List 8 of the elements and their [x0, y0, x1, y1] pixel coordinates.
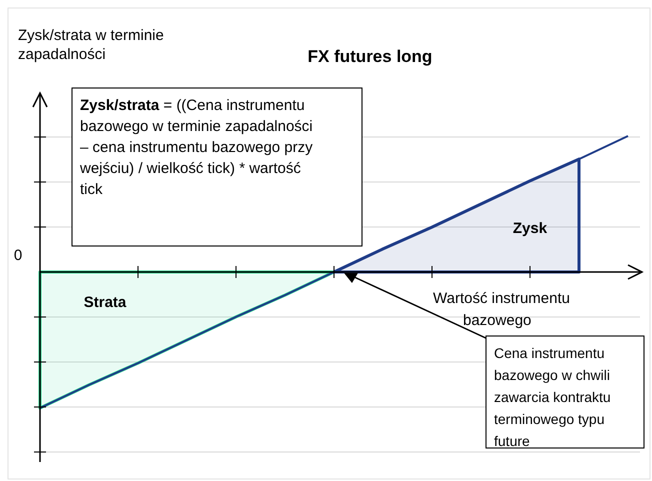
text: 0: [14, 247, 22, 264]
x-axis-title: Wartość instrumentu bazowego: [433, 290, 570, 329]
annotation: Zysk: [512, 220, 548, 237]
chart-title: FX futures long: [308, 47, 432, 66]
annotation: Cena instrumentu bazowego w chwili zawarcia kontraktu terminowego typu future: [494, 345, 611, 449]
annotation: Zysk/strata = ((Cena instrumentu bazowego w terminie zapadalności – cena instrumentu bazowego przy wejściu) / wielkość tick) * wartość tick: [79, 97, 314, 198]
y-axis-title: Zysk/strata w terminie zapadalności: [18, 27, 164, 63]
annotation: Strata: [84, 294, 127, 311]
